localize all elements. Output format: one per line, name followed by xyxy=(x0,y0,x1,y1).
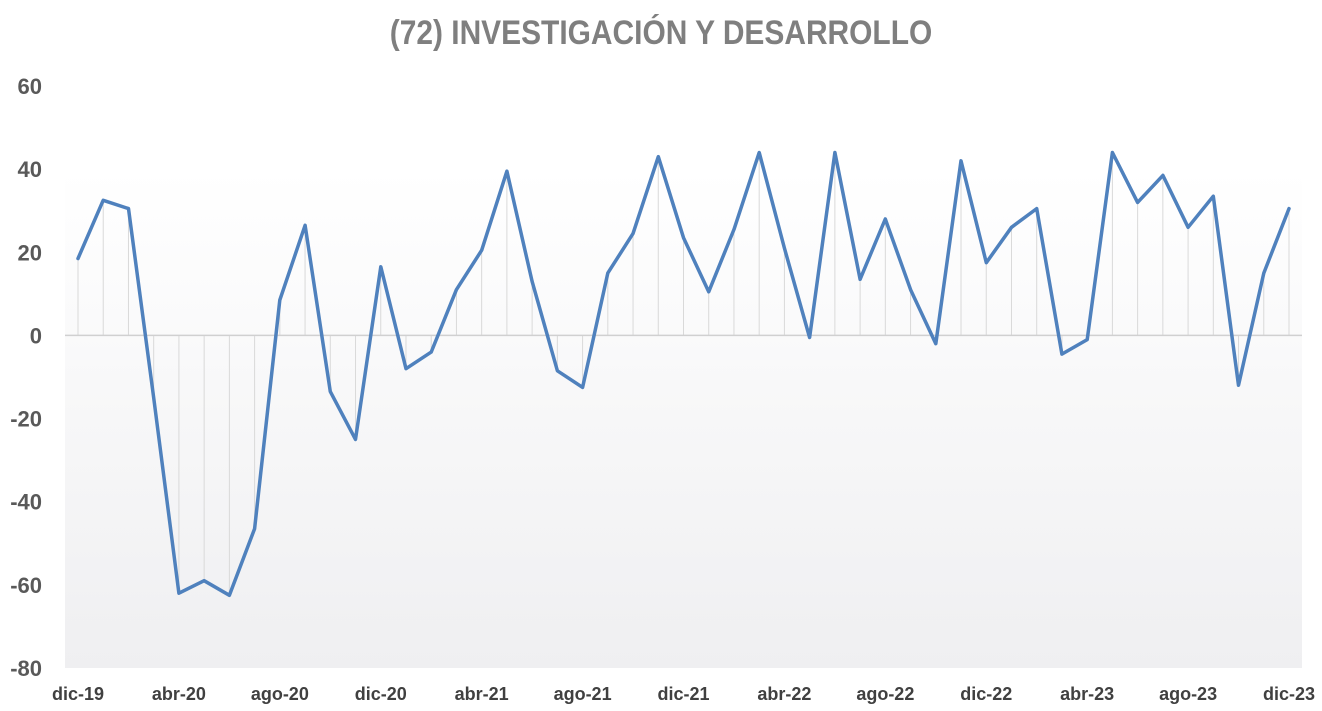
x-tick-label: abr-21 xyxy=(455,684,509,704)
y-tick-label: 0 xyxy=(30,323,42,348)
x-tick-label: ago-22 xyxy=(856,684,914,704)
x-tick-label: ago-23 xyxy=(1159,684,1217,704)
series-line xyxy=(76,150,1291,598)
y-tick-label: -60 xyxy=(10,573,42,598)
y-tick-label: -20 xyxy=(10,407,42,432)
x-tick-label: dic-21 xyxy=(657,684,709,704)
x-tick-label: abr-23 xyxy=(1060,684,1114,704)
x-axis-ticks: dic-19 abr-20 ago-20 dic-20 abr-21 ago-21 dic-… xyxy=(52,684,1315,704)
y-tick-label: -80 xyxy=(10,656,42,681)
x-tick-label: abr-20 xyxy=(152,684,206,704)
x-tick-label: dic-19 xyxy=(52,684,104,704)
x-tick-label: abr-22 xyxy=(757,684,811,704)
y-tick-label: 20 xyxy=(18,240,42,265)
chart-title: (72) INVESTIGACIÓN Y DESARROLLO xyxy=(389,14,933,52)
x-tick-label: dic-23 xyxy=(1263,684,1315,704)
drop-lines xyxy=(77,152,1290,596)
x-tick-label: dic-20 xyxy=(355,684,407,704)
y-tick-label: -40 xyxy=(10,490,42,515)
x-tick-label: ago-20 xyxy=(251,684,309,704)
x-tick-label: dic-22 xyxy=(960,684,1012,704)
y-tick-label: 60 xyxy=(18,74,42,99)
y-tick-label: 40 xyxy=(18,157,42,182)
x-tick-label: ago-21 xyxy=(554,684,612,704)
y-axis-ticks: 60 40 20 0 -20 -40 -60 -80 xyxy=(10,74,42,681)
